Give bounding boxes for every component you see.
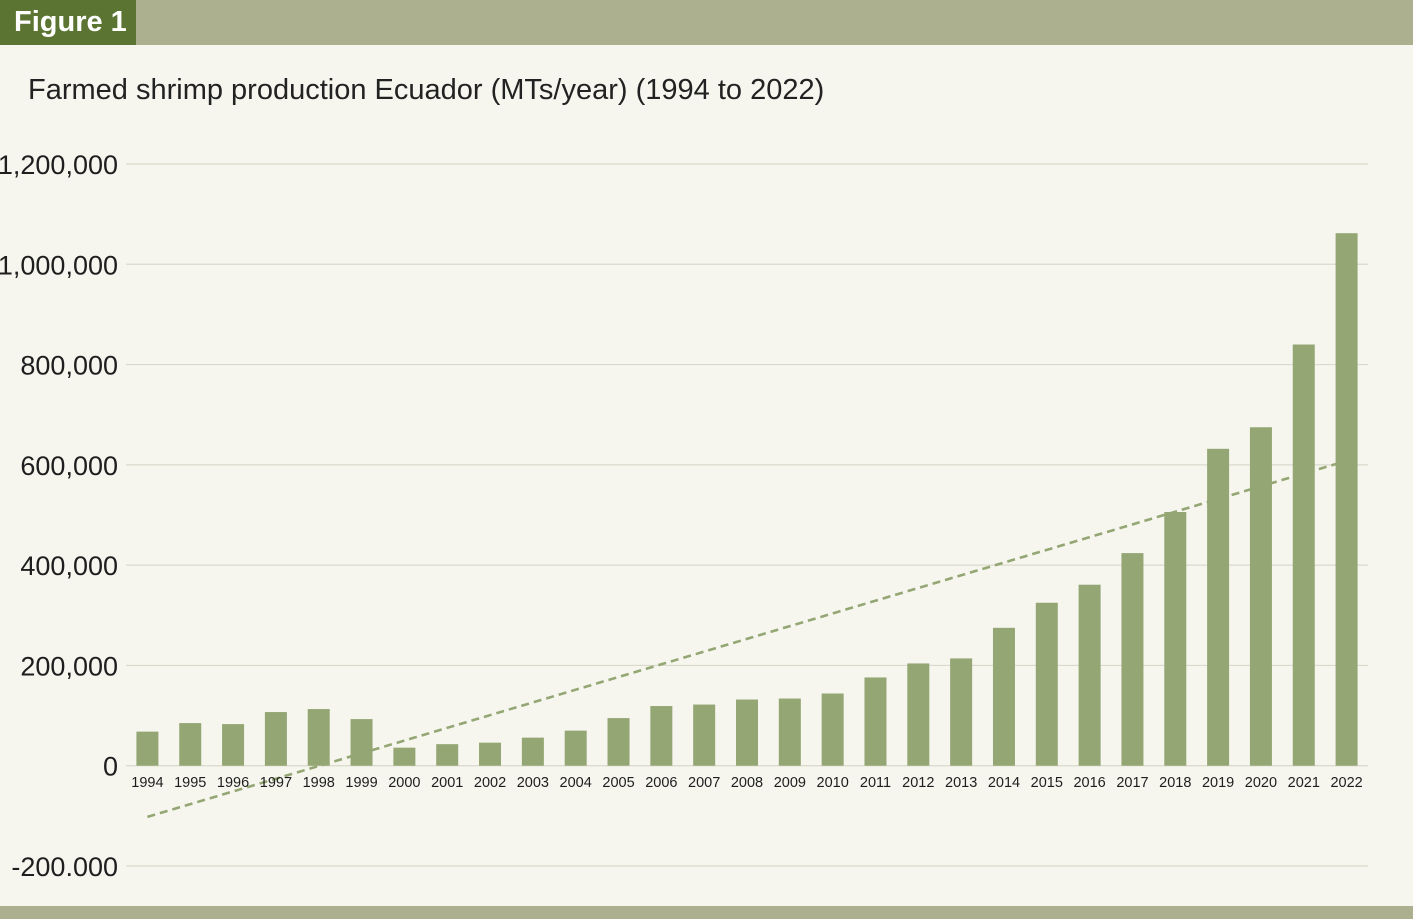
trendline	[147, 459, 1347, 819]
bar	[992, 627, 1015, 766]
bar	[521, 737, 544, 766]
bar	[307, 709, 330, 766]
bar	[950, 658, 973, 766]
y-tick-label: 1,000,000	[0, 250, 118, 280]
trendline-path	[147, 459, 1347, 819]
bar	[564, 730, 587, 766]
bar	[607, 718, 630, 766]
bar	[736, 699, 758, 766]
y-tick-label: 800,000	[20, 351, 118, 381]
x-tick-label: 1996	[217, 775, 249, 791]
y-axis-ticks: -200.000 0 200,000 400,000 600,000 800,000 1,0…	[0, 150, 118, 882]
x-tick-label: 2009	[774, 775, 806, 791]
bar	[1078, 584, 1101, 766]
bar	[1035, 602, 1058, 766]
x-tick-label: 2021	[1288, 775, 1320, 791]
bar	[1207, 448, 1230, 766]
bar	[136, 731, 159, 766]
bar	[479, 742, 502, 766]
x-tick-label: 2001	[431, 775, 463, 791]
y-tick-label: 400,000	[20, 551, 118, 581]
y-tick-label: 600,000	[20, 451, 118, 481]
x-tick-label: 2016	[1073, 775, 1105, 791]
bar	[1292, 344, 1315, 766]
bar	[821, 693, 844, 766]
bar	[1121, 553, 1144, 766]
x-tick-label: 1999	[345, 775, 377, 791]
bar	[350, 719, 373, 766]
y-tick-label: 1,200,000	[0, 150, 118, 180]
x-tick-label: 2015	[1031, 775, 1063, 791]
chart-title: Farmed shrimp production Ecuador (MTs/ye…	[28, 74, 825, 106]
x-tick-label: 2014	[988, 775, 1020, 791]
x-tick-label: 2018	[1159, 775, 1191, 791]
bar	[864, 677, 887, 766]
x-tick-label: 1997	[260, 775, 292, 791]
x-tick-label: 2002	[474, 775, 506, 791]
bar	[264, 712, 287, 766]
x-tick-label: 2019	[1202, 775, 1234, 791]
bar	[1249, 427, 1272, 766]
bar	[1164, 511, 1187, 766]
figure-label: Figure 1	[0, 0, 136, 45]
x-tick-label: 2020	[1245, 775, 1277, 791]
gridlines	[126, 163, 1368, 867]
x-tick-label: 2006	[645, 775, 677, 791]
bottom-band	[0, 906, 1413, 919]
bar	[436, 744, 459, 766]
bar	[393, 747, 416, 766]
x-axis-ticks: 1994 1995 1996 1997 1998 1999 2000 2001 2002 2003…	[131, 775, 1362, 791]
x-tick-label: 1995	[174, 775, 206, 791]
top-band	[0, 0, 1413, 45]
y-tick-label: 0	[103, 752, 118, 782]
x-tick-label: 2011	[860, 775, 891, 791]
bars	[136, 233, 1358, 766]
x-tick-label: 2007	[688, 775, 720, 791]
x-tick-label: 2017	[1116, 775, 1148, 791]
x-tick-label: 1994	[131, 775, 163, 791]
x-tick-label: 2008	[731, 775, 763, 791]
bar	[222, 724, 245, 766]
x-tick-label: 2022	[1330, 775, 1362, 791]
y-tick-label: 200,000	[20, 651, 118, 681]
bar	[1335, 233, 1358, 766]
y-tick-label: -200.000	[11, 852, 118, 882]
bar	[778, 698, 801, 766]
bar	[907, 663, 930, 766]
bar	[179, 723, 202, 766]
x-tick-label: 2012	[902, 775, 934, 791]
x-tick-label: 2000	[388, 775, 420, 791]
x-tick-label: 2004	[560, 775, 592, 791]
x-tick-label: 2013	[945, 775, 977, 791]
bar	[693, 704, 716, 766]
bar	[650, 706, 673, 766]
x-tick-label: 2003	[517, 775, 549, 791]
x-tick-label: 1998	[303, 775, 335, 791]
x-tick-label: 2010	[817, 775, 849, 791]
x-tick-label: 2005	[602, 775, 634, 791]
